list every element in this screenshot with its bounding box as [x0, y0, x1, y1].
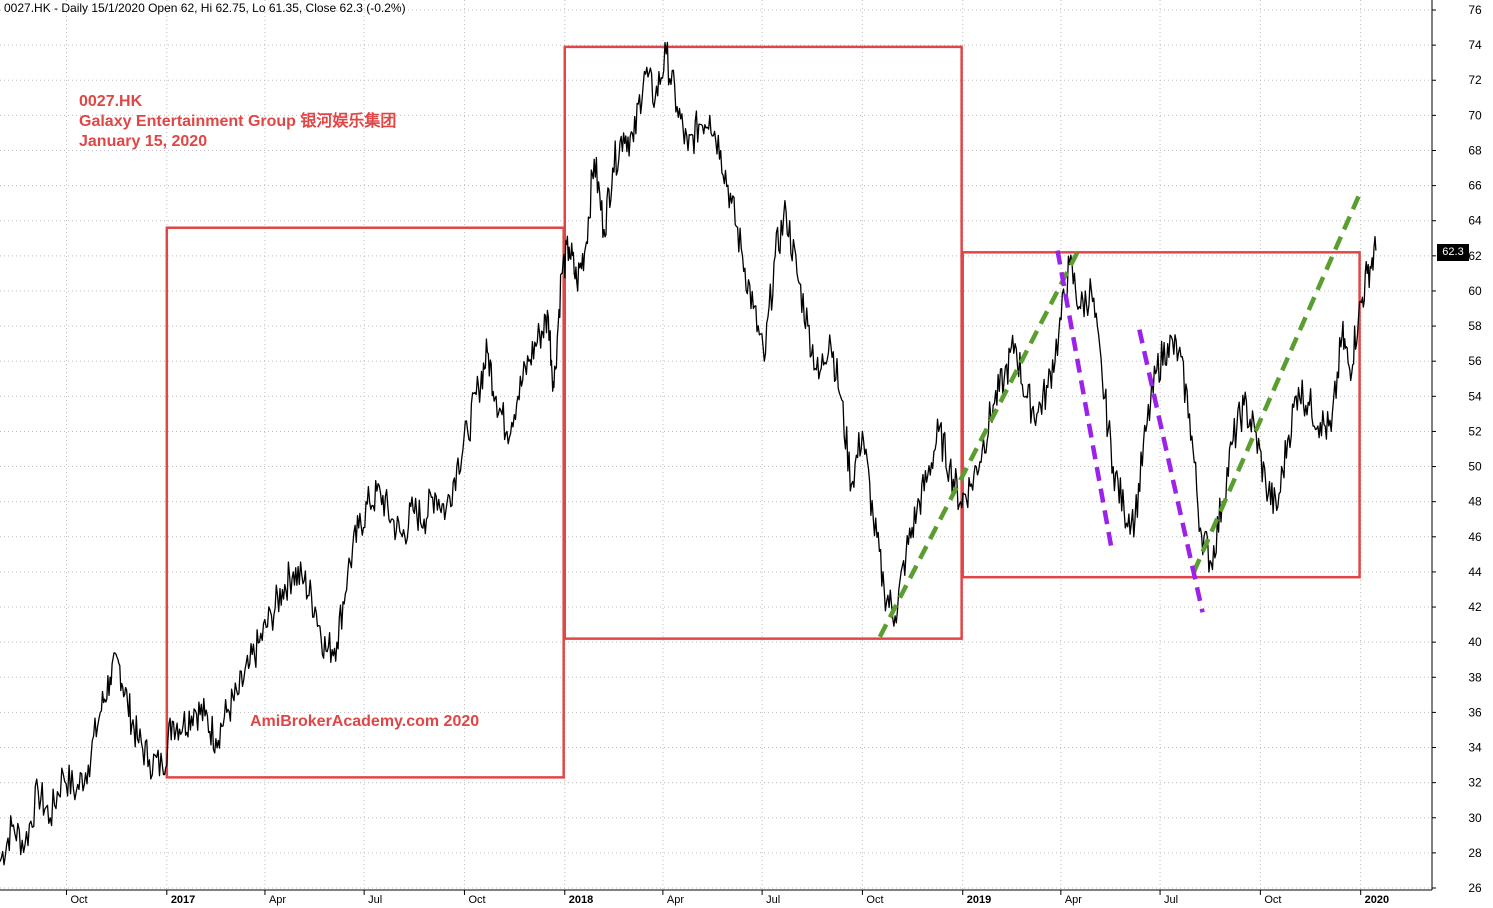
x-tick-label: Jul [368, 894, 382, 906]
x-tick-label: Oct [1264, 894, 1281, 906]
y-tick-label: 40 [1468, 635, 1482, 649]
y-tick-label: 44 [1468, 565, 1482, 579]
y-tick-label: 74 [1468, 38, 1482, 52]
chart-annotation: 0027.HK Galaxy Entertainment Group 银河娱乐集… [79, 92, 396, 152]
annotation-date: January 15, 2020 [79, 133, 208, 150]
y-tick-label: 58 [1468, 319, 1482, 333]
uptrend-line [1191, 188, 1364, 573]
y-tick-label: 60 [1468, 284, 1482, 298]
y-tick-label: 50 [1468, 460, 1482, 474]
downtrend-line [1055, 250, 1114, 546]
annotation-company: Galaxy Entertainment Group 银河娱乐集团 [79, 113, 397, 130]
y-tick-label: 62 [1468, 249, 1482, 263]
y-tick-label: 36 [1468, 705, 1482, 719]
y-tick-label: 26 [1468, 881, 1482, 895]
y-tick-label: 70 [1468, 108, 1482, 122]
y-tick-label: 52 [1468, 424, 1482, 438]
y-tick-label: 46 [1468, 530, 1482, 544]
y-tick-label: 56 [1468, 354, 1482, 368]
range-box-layer [165, 45, 1361, 779]
y-tick-label: 28 [1468, 846, 1482, 860]
y-tick-label: 66 [1468, 179, 1482, 193]
y-tick-label: 76 [1468, 3, 1482, 17]
range-box [961, 251, 1361, 579]
y-tick-label: 42 [1468, 600, 1482, 614]
y-tick-label: 68 [1468, 143, 1482, 157]
x-tick-label: 2019 [967, 894, 991, 906]
x-tick-label: Oct [866, 894, 883, 906]
x-tick-label: 2018 [569, 894, 593, 906]
y-tick-label: 54 [1468, 389, 1482, 403]
x-tick-label: Apr [667, 894, 684, 906]
x-tick-label: 2020 [1365, 894, 1389, 906]
watermark-text: AmiBrokerAcademy.com 2020 [250, 713, 480, 730]
range-box [165, 226, 565, 779]
x-tick-label: 2017 [171, 894, 195, 906]
y-tick-label: 34 [1468, 741, 1482, 755]
uptrend-line [877, 249, 1081, 638]
y-tick-label: 32 [1468, 776, 1482, 790]
x-tick-label: Jul [1164, 894, 1178, 906]
x-tick-label: Oct [468, 894, 485, 906]
y-tick-label: 64 [1468, 214, 1482, 228]
chart-header: 0027.HK - Daily 15/1/2020 Open 62, Hi 62… [4, 1, 406, 15]
x-tick-label: Apr [1065, 894, 1082, 906]
x-tick-label: Oct [71, 894, 88, 906]
x-tick-label: Jul [766, 894, 780, 906]
y-tick-label: 38 [1468, 670, 1482, 684]
trend-line-layer [877, 188, 1364, 638]
y-tick-label: 72 [1468, 73, 1482, 87]
y-tick-label: 30 [1468, 811, 1482, 825]
last-price-label: 62.3 [1437, 244, 1469, 261]
downtrend-line [1137, 329, 1205, 613]
y-tick-label: 48 [1468, 495, 1482, 509]
x-tick-label: Apr [269, 894, 286, 906]
annotation-ticker: 0027.HK [79, 93, 143, 110]
price-series-layer [0, 41, 1377, 866]
price-line [0, 41, 1377, 866]
